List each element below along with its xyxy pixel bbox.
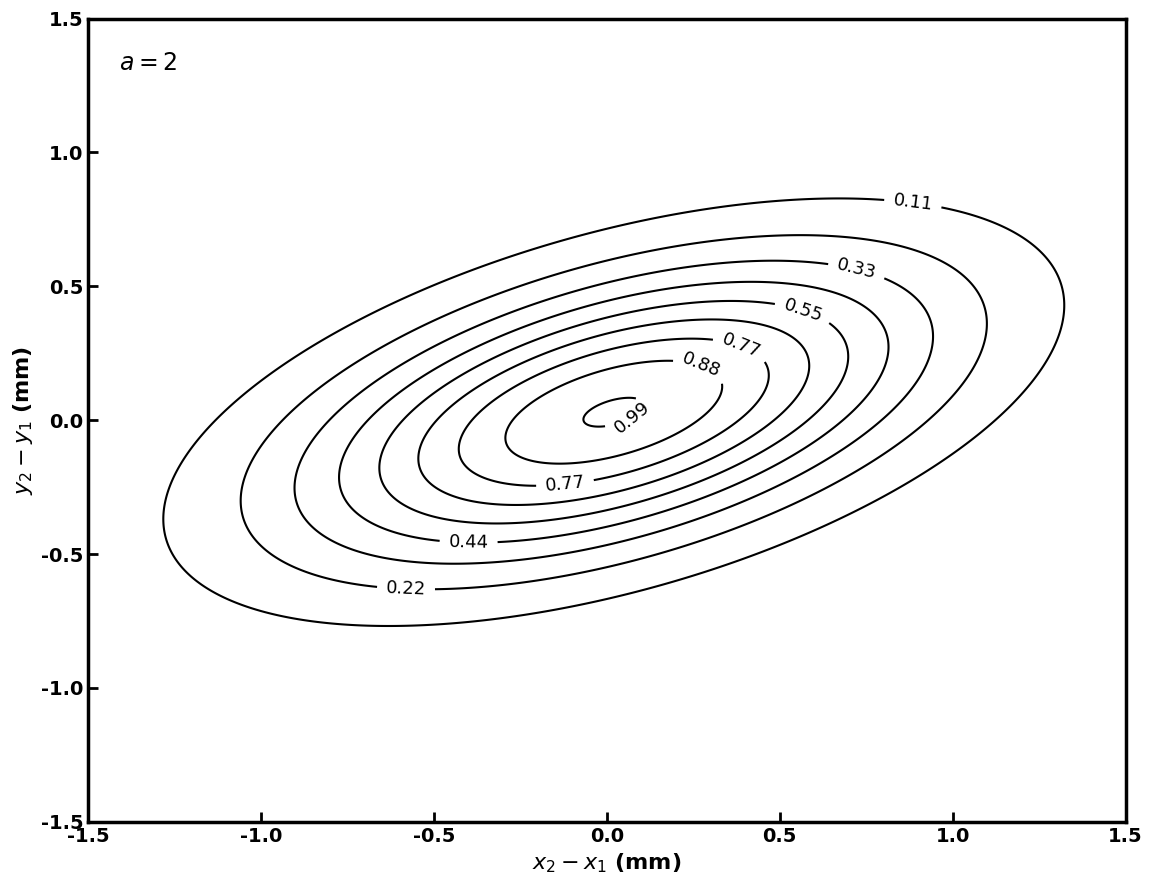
Text: $\mathit{a}=2$: $\mathit{a}=2$ (119, 51, 178, 74)
Text: 0.77: 0.77 (719, 330, 763, 361)
Text: 0.11: 0.11 (892, 191, 934, 214)
Text: 0.77: 0.77 (545, 473, 586, 495)
Text: 0.33: 0.33 (835, 256, 878, 283)
Text: 0.44: 0.44 (449, 533, 489, 552)
Y-axis label: $y_2-y_1\ \mathbf{(mm)}$: $y_2-y_1\ \mathbf{(mm)}$ (12, 346, 35, 495)
Text: 0.22: 0.22 (385, 579, 426, 599)
Text: 0.99: 0.99 (612, 398, 654, 437)
Text: 0.88: 0.88 (680, 349, 724, 381)
X-axis label: $x_2-x_1\ \mathbf{(mm)}$: $x_2-x_1\ \mathbf{(mm)}$ (532, 851, 682, 874)
Text: 0.55: 0.55 (781, 296, 825, 325)
